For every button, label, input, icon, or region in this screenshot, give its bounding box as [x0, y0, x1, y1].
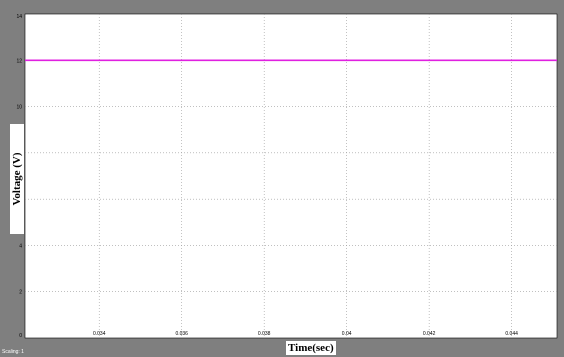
x-tick-label: 0.042	[423, 331, 436, 337]
grid-lines	[25, 14, 557, 338]
footer-text: Scaling: 1	[2, 349, 24, 355]
y-tick-label: 2	[19, 290, 22, 296]
x-tick-label: 0.034	[93, 331, 106, 337]
plot-area	[24, 13, 558, 339]
y-tick-label: 0	[19, 333, 22, 339]
y-tick-label: 10	[16, 105, 22, 111]
y-tick-label: 14	[16, 14, 22, 20]
y-tick-label: 4	[19, 243, 22, 249]
y-tick-label: 12	[16, 58, 22, 64]
x-tick-label: 0.044	[505, 331, 518, 337]
x-tick-label: 0.04	[342, 331, 352, 337]
x-tick-label: 0.036	[175, 331, 188, 337]
x-axis-title: Time(sec)	[286, 341, 336, 355]
y-axis-title: Voltage (V)	[10, 124, 24, 234]
x-tick-label: 0.038	[258, 331, 271, 337]
